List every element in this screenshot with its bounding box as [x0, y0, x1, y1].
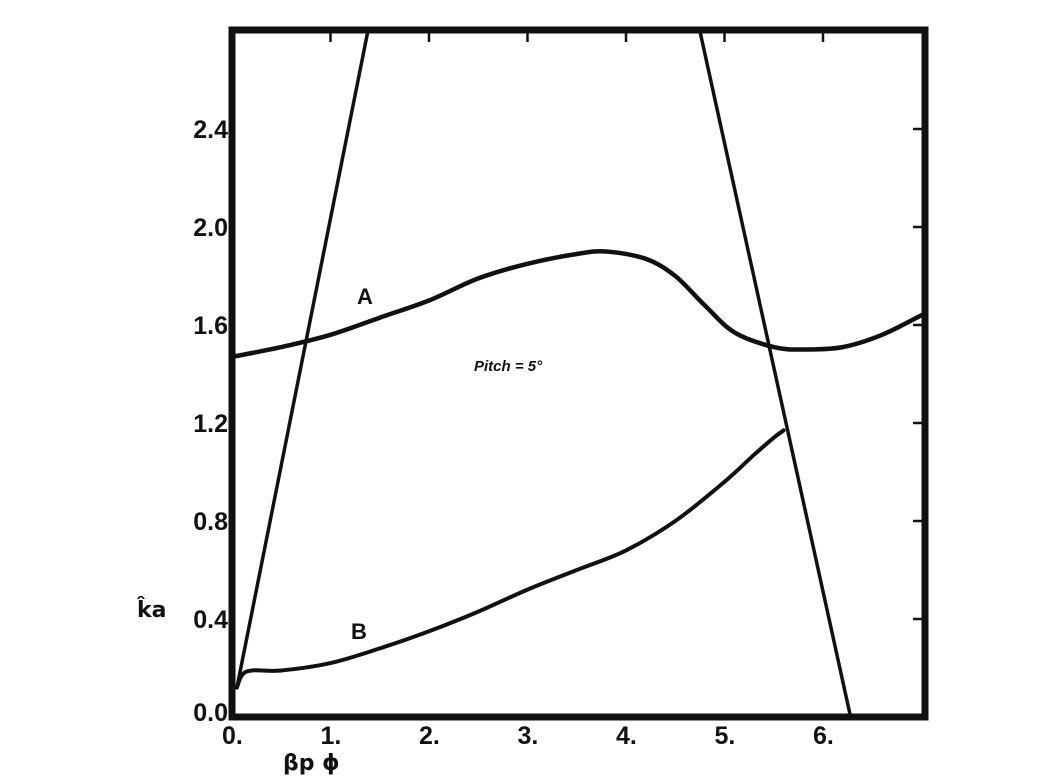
y-tick-label: 0.4	[193, 606, 228, 634]
series-b-curve	[234, 428, 786, 690]
curves	[232, 30, 924, 717]
y-axis-label: k̂a	[136, 597, 166, 623]
series-a-curve	[232, 249, 924, 360]
tick-labels: 0. 1. 2. 3. 4. 5. 6. 0.0 0.4 0.8 1.2 1.6 2.0 2.4	[193, 116, 834, 750]
x-axis-label: βp ɸ	[283, 751, 340, 776]
y-tick-label: 2.4	[193, 116, 228, 144]
x-tick-label: 4.	[616, 722, 637, 750]
x-tick-label: 3.	[518, 722, 539, 750]
x-tick-label: 2.	[419, 722, 440, 750]
y-tick-label: 0.0	[193, 699, 228, 727]
series-label-a: A	[357, 284, 373, 309]
steep-falling-line	[698, 30, 853, 717]
steep-rising-line	[235, 30, 370, 690]
pitch-annotation: Pitch = 5°	[474, 358, 543, 375]
series-label-b: B	[351, 619, 367, 644]
ticks	[230, 30, 925, 719]
plot-frame	[228, 26, 929, 721]
x-tick-label: 0.	[222, 722, 243, 750]
x-tick-label: 1.	[321, 722, 342, 750]
y-tick-label: 1.6	[193, 312, 228, 340]
y-tick-label: 1.2	[193, 410, 228, 438]
y-tick-label: 2.0	[193, 214, 228, 242]
y-tick-label: 0.8	[193, 508, 228, 536]
x-tick-label: 5.	[715, 722, 736, 750]
x-tick-label: 6.	[813, 722, 834, 750]
